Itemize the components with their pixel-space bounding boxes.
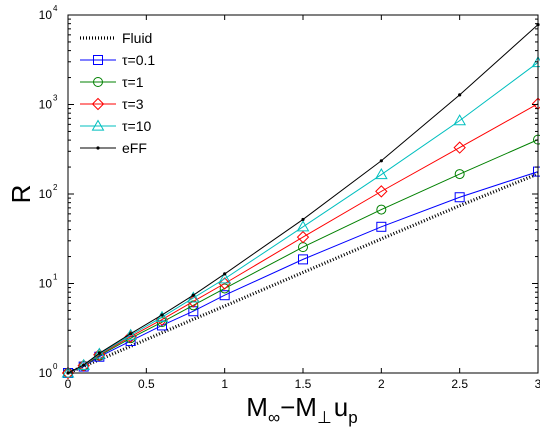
series-5	[66, 23, 540, 375]
legend: Fluid τ=0.1 τ=1 τ=3 τ=10 eFF	[75, 23, 180, 173]
y-tick-label-3: 10	[39, 98, 53, 112]
series-line-1	[67, 171, 539, 374]
series-2-point-5	[188, 300, 199, 311]
legend-label-2: τ=1	[122, 74, 144, 90]
series-2-point-9	[454, 169, 465, 180]
series-5-point-8	[379, 159, 383, 163]
legend-marker-3	[91, 97, 105, 111]
series-0	[67, 172, 539, 375]
legend-label-3: τ=3	[122, 96, 144, 112]
series-1-point-9	[454, 192, 465, 203]
y-tick-exp-4: 4	[53, 4, 58, 13]
x-label-sub3: p	[348, 408, 357, 427]
x-tick-label-3: 1.5	[295, 377, 312, 391]
series-3-point-9	[453, 141, 466, 154]
legend-item-0: Fluid	[80, 30, 152, 46]
legend-label-4: τ=10	[122, 118, 151, 134]
legend-marker-1	[93, 55, 103, 65]
series-1-point-6	[219, 290, 230, 301]
series-1-point-7	[298, 254, 308, 265]
y-tick-exp-1: 1	[53, 273, 58, 282]
series-2-point-8	[376, 204, 387, 215]
y-tick-exp-2: 2	[53, 183, 58, 192]
x-axis-label: M∞−M⊥up	[246, 392, 357, 427]
legend-item-5: eFF	[80, 140, 147, 156]
series-1-point-8	[376, 221, 387, 232]
x-tick-label-0: 0	[65, 377, 72, 391]
series-4-point-2	[92, 347, 106, 359]
series-3-point-1	[77, 359, 90, 372]
y-tick-label-0: 10	[39, 366, 53, 380]
x-tick-label-4: 2	[378, 377, 385, 391]
legend-label-0: Fluid	[122, 30, 152, 46]
legend-marker-2	[93, 77, 103, 87]
series-5-point-5	[191, 293, 195, 297]
series-4-point-9	[453, 114, 467, 126]
x-tick-label-6: 3	[535, 377, 540, 391]
x-label-sub1: ∞	[268, 408, 280, 427]
series-line-0	[67, 172, 539, 375]
legend-label-1: τ=0.1	[122, 52, 155, 68]
series-3-point-6	[218, 277, 231, 290]
x-tick-label-1: 0.5	[138, 377, 155, 391]
legend-item-3: τ=3	[80, 96, 144, 112]
x-label-u: u	[334, 392, 348, 422]
series-5-point-4	[160, 313, 164, 317]
x-tick-label-5: 2.5	[451, 377, 468, 391]
series-5-point-1	[82, 363, 86, 367]
series-3-point-3	[124, 330, 137, 343]
series-5-point-9	[458, 93, 462, 97]
x-label-sub2: ⊥	[317, 408, 332, 427]
series-3-point-2	[93, 348, 106, 361]
series-3-point-8	[375, 185, 388, 198]
series-line-2	[67, 139, 539, 374]
x-label-dash: −M	[280, 392, 317, 422]
legend-label-5: eFF	[122, 140, 147, 156]
legend-item-2: τ=1	[80, 74, 144, 90]
series-4-point-8	[374, 168, 388, 180]
y-tick-label-4: 10	[39, 8, 53, 22]
legend-marker-5	[96, 146, 100, 150]
series-4-point-6	[218, 272, 232, 284]
series-5-point-3	[129, 332, 133, 336]
series-5-point-7	[301, 217, 305, 222]
series-4-point-1	[77, 358, 91, 370]
y-tick-exp-3: 3	[53, 94, 58, 103]
series-5-point-2	[97, 351, 101, 355]
y-axis-label: R	[6, 185, 36, 204]
y-tick-label-2: 10	[39, 187, 53, 201]
series-4-point-0	[61, 366, 75, 378]
y-tick-label-1: 10	[39, 277, 53, 291]
series-5-point-6	[223, 272, 227, 276]
series-layer	[61, 23, 540, 380]
legend-item-1: τ=0.1	[80, 52, 155, 68]
y-tick-exp-0: 0	[53, 362, 58, 371]
series-4-point-3	[124, 328, 138, 340]
legend-item-4: τ=10	[80, 118, 151, 134]
x-tick-label-2: 1	[221, 377, 228, 391]
series-4-point-7	[296, 220, 310, 232]
legend-marker-4	[91, 119, 105, 131]
x-label-m1: M	[246, 392, 268, 422]
series-3-point-7	[296, 230, 310, 244]
